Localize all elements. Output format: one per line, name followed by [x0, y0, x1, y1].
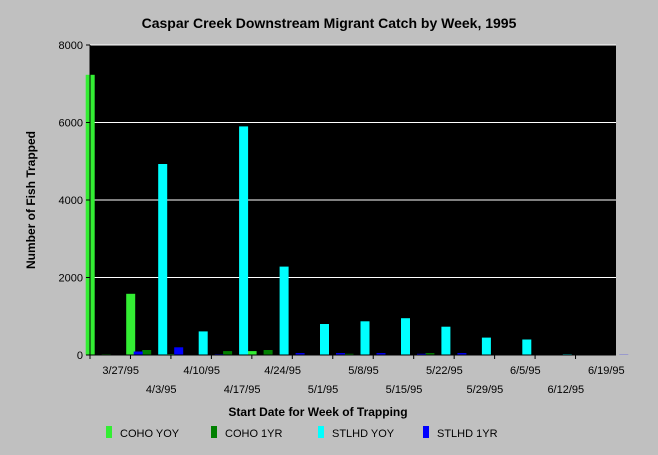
legend-label: COHO YOY [120, 428, 180, 440]
x-tick-label: 5/1/95 [308, 384, 339, 396]
bar [279, 266, 289, 355]
bar [441, 326, 451, 355]
bar [133, 351, 143, 355]
bar [247, 351, 257, 355]
bar [344, 353, 354, 355]
y-tick-label: 2000 [59, 273, 83, 285]
bar [158, 164, 168, 355]
x-tick-label: 6/5/95 [510, 365, 541, 377]
x-tick-label: 5/8/95 [348, 365, 379, 377]
gridlines [90, 44, 616, 278]
x-ticks: 3/27/95 4/3/95 4/10/95 4/17/954/24/95 5/1/95… [89, 355, 625, 396]
bar [376, 353, 386, 355]
bar [522, 339, 532, 355]
bar [457, 353, 467, 355]
x-tick-label: 6/12/95 [547, 384, 584, 396]
legend-swatch [106, 426, 112, 438]
bar [481, 337, 491, 355]
y-ticks: 0 2000 4000 6000 8000 [59, 40, 90, 362]
legend-swatch [211, 426, 217, 438]
y-tick-label: 4000 [59, 195, 83, 207]
bar [401, 318, 410, 355]
legend-label: COHO 1YR [225, 428, 283, 440]
y-tick-label: 0 [77, 350, 83, 362]
x-tick-label: 5/15/95 [386, 384, 423, 396]
bar [320, 324, 329, 355]
bar [336, 353, 345, 355]
x-tick-label: 5/22/95 [426, 365, 463, 377]
x-tick-label: 6/19/95 [588, 365, 625, 377]
x-tick-label: 4/10/95 [183, 365, 220, 377]
x-tick-label: 4/24/95 [264, 365, 301, 377]
x-tick-label: 5/29/95 [467, 384, 504, 396]
y-tick-label: 6000 [59, 118, 83, 130]
bar [360, 321, 370, 355]
bar [198, 331, 208, 355]
bar [223, 351, 233, 355]
legend-swatch [423, 426, 429, 438]
legend-label: STLHD 1YR [437, 428, 498, 440]
x-tick-label: 4/3/95 [146, 384, 177, 396]
chart-title: Caspar Creek Downstream Migrant Catch by… [142, 15, 517, 31]
bar [174, 347, 184, 356]
bar [295, 353, 305, 355]
y-axis-title: Number of Fish Trapped [24, 131, 38, 269]
bar [263, 350, 273, 355]
legend: COHO YOY COHO 1YR STLHD YOY STLHD 1YR [106, 426, 498, 440]
x-tick-label: 4/17/95 [224, 384, 261, 396]
bar [126, 293, 136, 355]
bar [417, 353, 426, 355]
legend-swatch [318, 426, 324, 438]
bar [425, 353, 435, 355]
legend-label: STLHD YOY [332, 428, 395, 440]
x-axis-title: Start Date for Week of Trapping [228, 405, 407, 419]
y-tick-label: 8000 [59, 40, 83, 52]
bar [239, 126, 249, 356]
x-tick-label: 3/27/95 [102, 365, 139, 377]
bar [142, 350, 152, 355]
